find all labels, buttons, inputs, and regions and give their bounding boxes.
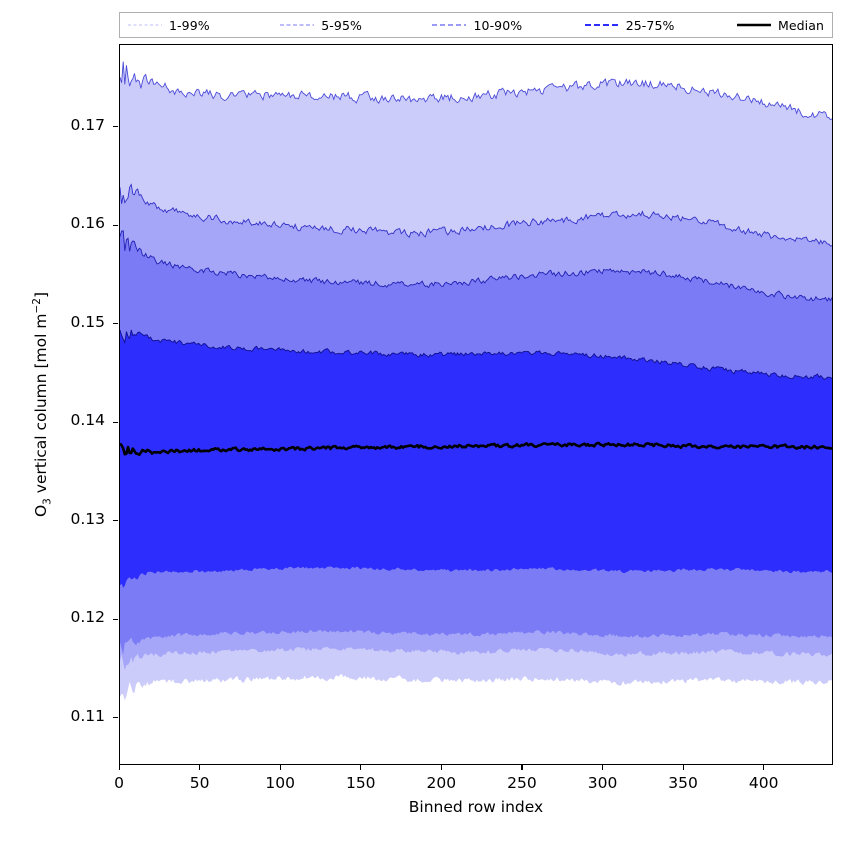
- band-upper-edge-25-75-: [120, 329, 832, 380]
- y-tick-label: 0.11: [70, 706, 105, 725]
- legend-entry-25-75-[interactable]: 25-75%: [584, 17, 737, 33]
- x-tick-mark: [279, 765, 281, 770]
- legend-label: 10-90%: [473, 17, 523, 33]
- legend-label: 25-75%: [625, 17, 675, 33]
- y-tick-mark: [113, 323, 118, 325]
- x-tick-label: 200: [426, 774, 457, 792]
- x-tick-label: 400: [748, 774, 779, 792]
- x-axis-label: Binned row index: [408, 798, 544, 816]
- x-tick-mark: [360, 765, 362, 770]
- legend-label: 5-95%: [321, 17, 362, 33]
- legend-label: Median: [777, 17, 825, 33]
- legend-entry-median[interactable]: Median: [736, 17, 825, 33]
- y-tick-mark: [113, 126, 118, 128]
- x-tick-label: 300: [587, 774, 618, 792]
- y-tick-label: 0.14: [70, 411, 105, 430]
- chart-legend: 1-99% 5-95% 10-90% 25-75% Median: [119, 12, 833, 38]
- legend-entry-5-95-[interactable]: 5-95%: [280, 18, 432, 33]
- y-tick-label: 0.16: [70, 214, 105, 233]
- legend-label: 1-99%: [169, 17, 210, 33]
- x-tick-mark: [521, 765, 523, 770]
- y-tick-label: 0.13: [70, 509, 105, 528]
- y-tick-label: 0.15: [70, 312, 105, 331]
- x-tick-mark: [199, 765, 201, 770]
- legend-swatch-10-90-: [432, 24, 467, 26]
- x-tick-mark: [763, 765, 765, 770]
- band-fill-25-75-: [120, 329, 832, 588]
- legend-swatch-25-75-: [584, 24, 619, 26]
- x-tick-mark: [682, 765, 684, 770]
- y-tick-label: 0.12: [70, 608, 105, 627]
- plot-canvas: [120, 61, 832, 701]
- y-tick-mark: [113, 224, 118, 226]
- x-tick-label: 250: [507, 774, 537, 792]
- legend-swatch-1-99-: [128, 24, 162, 26]
- y-tick-mark: [113, 717, 118, 719]
- y-tick-mark: [113, 421, 118, 423]
- y-tick-mark: [113, 618, 118, 620]
- x-tick-mark: [440, 765, 442, 770]
- legend-entry-1-99-[interactable]: 1-99%: [128, 18, 280, 33]
- band-upper-edge-10-90-: [120, 230, 832, 302]
- x-tick-mark: [118, 765, 120, 770]
- y-axis-label: O3 vertical column [mol m−2]: [31, 291, 54, 518]
- x-tick-mark: [602, 765, 604, 770]
- legend-swatch-5-95-: [280, 24, 315, 26]
- plot-area: [119, 44, 833, 765]
- x-tick-label: 50: [189, 774, 210, 792]
- x-tick-label: 0: [114, 774, 124, 792]
- y-tick-mark: [113, 520, 118, 522]
- y-tick-label: 0.17: [70, 115, 105, 134]
- band-upper-edge-1-99-: [120, 61, 832, 121]
- x-tick-label: 100: [265, 774, 295, 792]
- x-tick-label: 150: [345, 774, 376, 792]
- median-line: [120, 441, 832, 457]
- x-tick-label: 350: [668, 774, 698, 792]
- band-upper-edge-5-95-: [120, 183, 832, 247]
- legend-swatch-median: [736, 23, 771, 27]
- legend-entry-10-90-[interactable]: 10-90%: [432, 18, 584, 33]
